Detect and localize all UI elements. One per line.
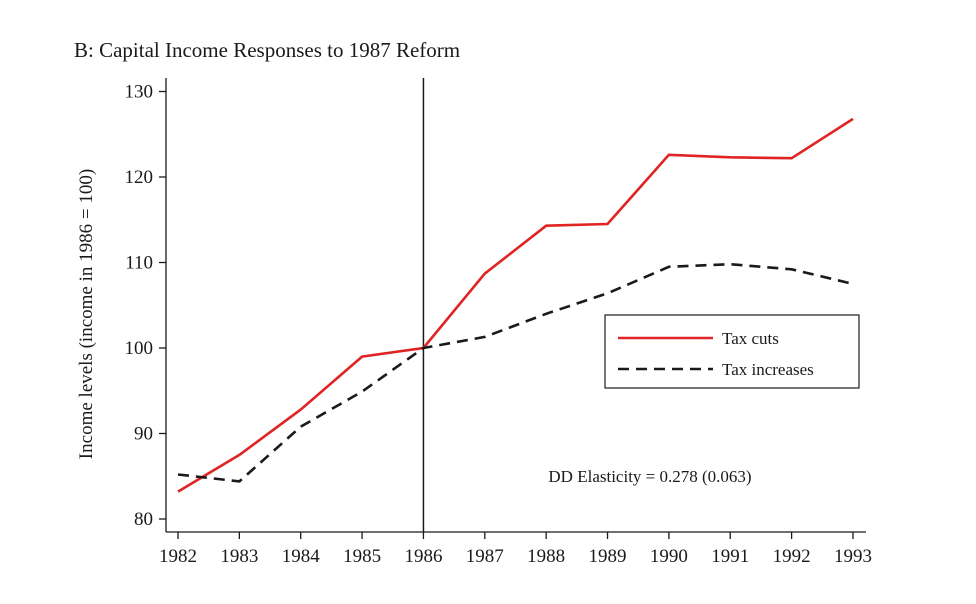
legend-box: [604, 314, 860, 389]
x-tick-label: 1993: [834, 546, 872, 567]
x-tick-label: 1991: [711, 546, 749, 567]
y-tick-label: 90: [134, 424, 153, 445]
x-tick-label: 1989: [589, 546, 627, 567]
y-tick-label: 80: [134, 509, 153, 530]
x-tick-label: 1985: [343, 546, 381, 567]
x-tick-label: 1988: [527, 546, 565, 567]
x-tick-label: 1986: [404, 546, 442, 567]
legend-label: Tax cuts: [722, 329, 779, 348]
y-tick-label: 110: [125, 253, 153, 274]
legend-label: Tax increases: [722, 360, 814, 379]
tax-increases-line: [177, 262, 854, 483]
y-axis-label: Income levels (income in 1986 = 100): [76, 169, 97, 459]
x-tick-label: 1987: [466, 546, 504, 567]
x-tick-label: 1990: [650, 546, 688, 567]
legend: Tax cuts Tax increases: [604, 314, 860, 389]
y-tick-label: 100: [125, 338, 154, 359]
x-tick-label: 1992: [773, 546, 811, 567]
series-layer: [177, 117, 854, 493]
axes: 80 90 100 110 120 130 1982 1983 1984 1985 1986 1987…: [125, 78, 872, 567]
chart-title: B: Capital Income Responses to 1987 Refo…: [74, 38, 460, 62]
y-tick-label: 130: [125, 82, 154, 103]
tax-cuts-line: [177, 117, 854, 493]
y-tick-label: 120: [125, 167, 154, 188]
x-tick-label: 1982: [159, 546, 197, 567]
dd-elasticity-annotation: DD Elasticity = 0.278 (0.063): [548, 467, 751, 486]
x-tick-label: 1983: [220, 546, 258, 567]
x-tick-label: 1984: [282, 546, 321, 567]
